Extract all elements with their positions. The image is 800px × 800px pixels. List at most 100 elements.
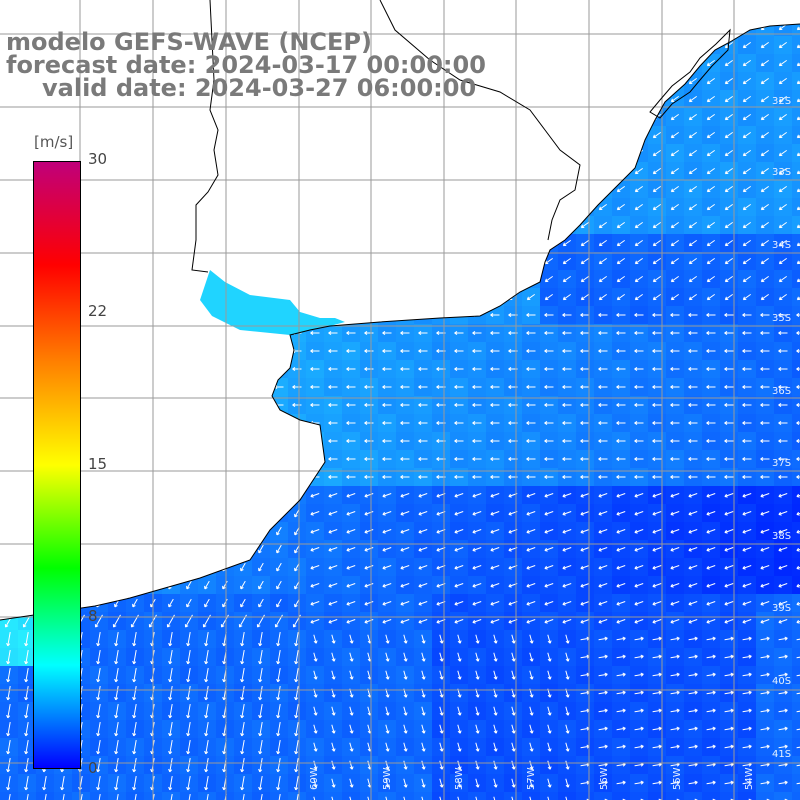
wind-arrow xyxy=(616,275,625,283)
wind-arrow xyxy=(6,722,11,737)
wind-arrow xyxy=(634,529,644,534)
wind-arrow xyxy=(634,547,644,552)
wind-arrow xyxy=(364,547,374,552)
wind-arrow xyxy=(688,654,698,659)
wind-arrow xyxy=(490,583,500,588)
wind-arrow xyxy=(580,438,590,444)
wind-arrow xyxy=(114,650,119,665)
wind-arrow xyxy=(562,456,572,462)
wind-arrow xyxy=(490,438,500,444)
wind-arrow xyxy=(258,668,263,683)
wind-arrow xyxy=(562,384,572,390)
wind-arrow xyxy=(400,511,410,516)
wind-arrow xyxy=(670,726,680,731)
wind-arrow xyxy=(724,366,734,372)
wind-arrow xyxy=(331,634,336,644)
wind-arrow xyxy=(186,704,191,719)
wind-arrow xyxy=(634,708,644,713)
wind-arrow xyxy=(526,420,536,426)
wind-arrow xyxy=(724,348,734,354)
wind-arrow xyxy=(96,668,101,683)
wind-arrow xyxy=(382,330,392,336)
wind-arrow xyxy=(616,601,626,606)
wind-arrow xyxy=(400,438,410,444)
wind-arrow xyxy=(616,384,626,390)
wind-arrow xyxy=(472,384,482,390)
wind-arrow xyxy=(490,565,500,570)
lon-label-55w: 55W xyxy=(672,767,683,790)
wind-arrow xyxy=(328,438,338,444)
ocean-cell xyxy=(702,792,720,800)
wind-arrow xyxy=(706,239,715,247)
wind-arrow xyxy=(310,583,320,588)
wind-arrow xyxy=(742,493,752,498)
wind-arrow xyxy=(328,547,338,552)
wind-arrow xyxy=(6,668,11,683)
wind-arrow xyxy=(634,511,644,516)
wind-arrow xyxy=(616,221,625,229)
wind-arrow xyxy=(132,686,137,701)
wind-arrow xyxy=(742,565,752,570)
wind-arrow xyxy=(616,493,626,498)
wind-arrow xyxy=(760,402,770,408)
wind-arrow xyxy=(562,348,572,354)
wind-arrow xyxy=(346,511,356,516)
wind-arrow xyxy=(6,650,11,665)
wind-arrow xyxy=(688,185,697,193)
wind-arrow xyxy=(346,420,356,426)
wind-arrow xyxy=(562,257,571,265)
wind-arrow xyxy=(580,312,590,318)
wind-arrow xyxy=(688,438,698,444)
wind-arrow xyxy=(706,257,715,265)
wind-arrow xyxy=(418,366,428,372)
colorbar-tick-30: 30 xyxy=(88,150,108,168)
wind-arrow xyxy=(403,670,408,680)
wind-arrow xyxy=(688,474,698,480)
wind-arrow xyxy=(454,402,464,408)
wind-arrow xyxy=(526,366,536,372)
ocean-cell xyxy=(792,360,800,378)
wind-arrow xyxy=(493,652,498,662)
wind-arrow xyxy=(796,529,800,534)
wind-arrow xyxy=(6,704,11,719)
wind-arrow xyxy=(313,652,318,662)
wind-arrow xyxy=(652,690,662,695)
wind-arrow xyxy=(580,529,590,534)
wind-arrow xyxy=(204,598,210,608)
ocean-cell xyxy=(54,792,72,800)
wind-arrow xyxy=(688,149,697,157)
wind-arrow xyxy=(331,724,336,734)
wind-arrow xyxy=(364,619,374,624)
wind-arrow xyxy=(186,686,191,701)
wind-arrow xyxy=(616,654,626,659)
wind-arrow xyxy=(688,402,698,408)
colorbar-unit: [m/s] xyxy=(34,133,74,151)
wind-arrow xyxy=(132,740,137,755)
wind-arrow xyxy=(670,672,680,677)
wind-arrow xyxy=(634,565,644,570)
wind-arrow xyxy=(760,708,770,713)
wind-arrow xyxy=(364,384,374,390)
wind-arrow xyxy=(778,203,787,211)
wind-arrow xyxy=(742,203,751,211)
wind-arrow xyxy=(598,438,608,444)
wind-arrow xyxy=(276,704,281,719)
wind-arrow xyxy=(670,583,680,588)
wind-arrow xyxy=(670,221,679,229)
wind-arrow xyxy=(511,670,516,680)
wind-arrow xyxy=(400,402,410,408)
wind-arrow xyxy=(598,708,608,713)
wind-arrow xyxy=(742,275,751,283)
wind-arrow xyxy=(634,366,644,372)
wind-arrow xyxy=(418,438,428,444)
wind-arrow xyxy=(760,167,769,175)
wind-arrow xyxy=(616,672,626,677)
wind-arrow xyxy=(724,438,734,444)
wind-arrow xyxy=(616,511,626,516)
wind-arrow xyxy=(688,672,698,677)
wind-arrow xyxy=(778,149,787,157)
ocean-cell xyxy=(792,612,800,630)
wind-arrow xyxy=(400,330,410,336)
wind-arrow xyxy=(382,474,392,480)
ocean-cell xyxy=(792,666,800,684)
